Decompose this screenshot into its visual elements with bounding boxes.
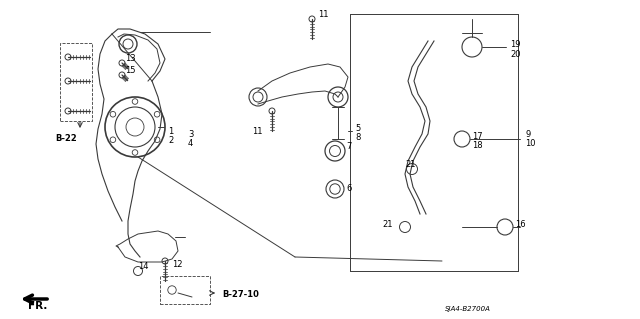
- Text: 3: 3: [188, 130, 193, 139]
- Text: 2: 2: [168, 136, 173, 145]
- Text: 1: 1: [168, 127, 173, 136]
- Text: 8: 8: [355, 133, 360, 142]
- Text: SJA4-B2700A: SJA4-B2700A: [445, 306, 491, 312]
- Text: B-27-10: B-27-10: [222, 290, 259, 299]
- Text: 19: 19: [510, 40, 520, 49]
- Text: 5: 5: [355, 124, 360, 133]
- Text: 11: 11: [252, 127, 262, 136]
- Text: 9: 9: [525, 130, 531, 139]
- Text: 4: 4: [188, 139, 193, 148]
- Text: 18: 18: [472, 141, 483, 150]
- Text: 10: 10: [525, 139, 536, 148]
- Text: 13: 13: [125, 54, 136, 63]
- Text: 7: 7: [346, 142, 351, 151]
- Text: 21: 21: [405, 160, 415, 169]
- Text: 12: 12: [172, 260, 182, 269]
- Text: B-22: B-22: [55, 134, 77, 143]
- Text: FR.: FR.: [28, 301, 47, 311]
- Text: 17: 17: [472, 132, 483, 141]
- Text: 21: 21: [382, 220, 392, 229]
- Text: 15: 15: [125, 66, 136, 75]
- Text: 16: 16: [515, 220, 525, 229]
- Text: 14: 14: [138, 262, 148, 271]
- Text: 11: 11: [318, 10, 328, 19]
- Text: 6: 6: [346, 184, 351, 193]
- Text: 20: 20: [510, 50, 520, 59]
